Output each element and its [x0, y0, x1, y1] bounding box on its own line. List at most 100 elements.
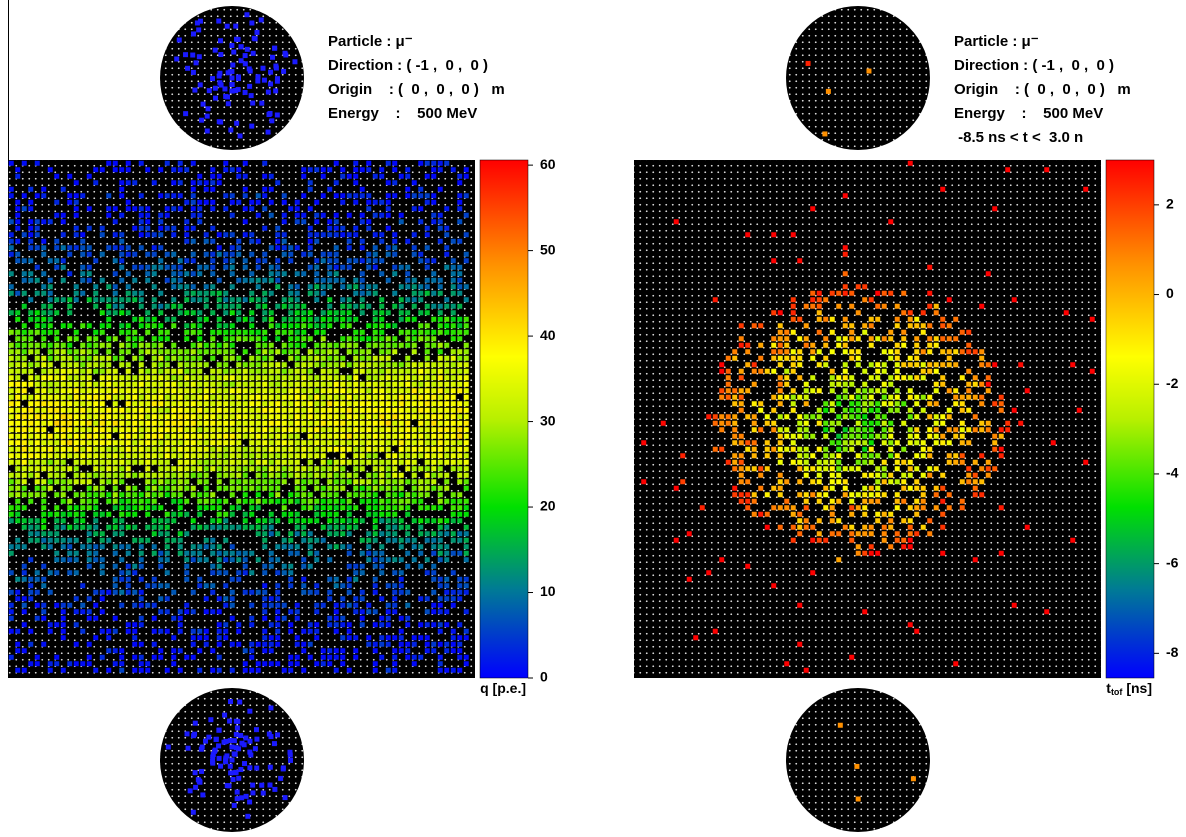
- pmt-hit: [28, 453, 34, 459]
- pmt-hit: [431, 303, 437, 309]
- pmt-hit: [80, 518, 86, 524]
- pmt-hit: [398, 635, 404, 641]
- pmt-hit: [875, 414, 881, 420]
- pmt-hit: [920, 375, 926, 381]
- pmt-hit: [54, 310, 60, 316]
- pmt-hit: [177, 609, 183, 615]
- pmt-hit: [418, 160, 424, 166]
- pmt-hit: [758, 466, 764, 472]
- pmt-hit: [849, 466, 855, 472]
- pmt-hit: [777, 401, 783, 407]
- pmt-hit: [392, 271, 398, 277]
- pmt-hit: [80, 290, 86, 296]
- pmt-hit: [907, 316, 913, 322]
- pmt-hit: [333, 355, 339, 361]
- pmt-hit: [810, 414, 816, 420]
- pmt-hit: [333, 466, 339, 472]
- pmt-hit: [288, 427, 294, 433]
- pmt-hit: [54, 505, 60, 511]
- pmt-hit: [275, 544, 281, 550]
- pmt-hit: [327, 544, 333, 550]
- pmt-hit: [106, 472, 112, 478]
- pmt-hit: [366, 284, 372, 290]
- pmt-hit: [732, 394, 738, 400]
- pmt-hit: [199, 768, 205, 774]
- pmt-hit: [164, 394, 170, 400]
- pmt-hit: [790, 511, 796, 517]
- pmt-hit: [190, 258, 196, 264]
- pmt-hit: [203, 342, 209, 348]
- pmt-hit: [379, 355, 385, 361]
- pmt-hit: [99, 362, 105, 368]
- pmt-hit: [125, 245, 131, 251]
- pmt-hit: [86, 661, 92, 667]
- pmt-hit: [138, 661, 144, 667]
- pmt-hit: [463, 583, 469, 589]
- pmt-hit: [411, 245, 417, 251]
- pmt-hit: [132, 537, 138, 543]
- pmt-hit: [379, 336, 385, 342]
- pmt-hit: [249, 466, 255, 472]
- pmt-hit: [463, 511, 469, 517]
- pmt-hit: [424, 570, 430, 576]
- pmt-hit: [444, 303, 450, 309]
- pmt-hit: [1083, 186, 1089, 192]
- pmt-hit: [346, 628, 352, 634]
- pmt-hit: [28, 472, 34, 478]
- pmt-hit: [67, 401, 73, 407]
- pmt-hit: [8, 251, 14, 257]
- pmt-hit: [457, 375, 463, 381]
- pmt-hit: [894, 498, 900, 504]
- pmt-hit: [112, 297, 118, 303]
- pmt-hit: [398, 453, 404, 459]
- pmt-hit: [164, 596, 170, 602]
- pmt-hit: [301, 394, 307, 400]
- pmt-hit: [171, 511, 177, 517]
- pmt-hit: [797, 524, 803, 530]
- pmt-hit: [719, 446, 725, 452]
- pmt-hit: [210, 225, 216, 231]
- pmt-hit: [405, 440, 411, 446]
- pmt-hit: [437, 537, 443, 543]
- pmt-hit: [398, 388, 404, 394]
- pmt-hit: [197, 271, 203, 277]
- pmt-hit: [405, 264, 411, 270]
- pmt-hit: [805, 60, 811, 66]
- pmt-hit: [164, 550, 170, 556]
- pmt-hit: [151, 245, 157, 251]
- pmt-hit: [15, 492, 21, 498]
- pmt-hit: [106, 537, 112, 543]
- pmt-hit: [171, 264, 177, 270]
- pmt-hit: [138, 576, 144, 582]
- pmt-hit: [138, 407, 144, 413]
- pmt-hit: [372, 232, 378, 238]
- pmt-hit: [223, 453, 229, 459]
- pmt-hit: [132, 427, 138, 433]
- pmt-hit: [54, 212, 60, 218]
- pmt-hit: [340, 459, 346, 465]
- pmt-hit: [164, 420, 170, 426]
- pmt-hit: [249, 511, 255, 517]
- pmt-hit: [67, 251, 73, 257]
- pmt-hit: [80, 661, 86, 667]
- pmt-hit: [340, 303, 346, 309]
- pmt-hit: [288, 394, 294, 400]
- pmt-hit: [894, 394, 900, 400]
- pmt-hit: [80, 583, 86, 589]
- pmt-hit: [385, 492, 391, 498]
- pmt-hit: [816, 472, 822, 478]
- pmt-hit: [372, 446, 378, 452]
- pmt-hit: [732, 355, 738, 361]
- pmt-hit: [320, 381, 326, 387]
- pmt-hit: [15, 238, 21, 244]
- pmt-hit: [119, 498, 125, 504]
- pmt-hit: [946, 388, 952, 394]
- pmt-hit: [164, 362, 170, 368]
- pmt-hit: [262, 583, 268, 589]
- pmt-hit: [437, 667, 443, 673]
- pmt-hit: [54, 492, 60, 498]
- pmt-hit: [327, 492, 333, 498]
- pmt-hit: [229, 342, 235, 348]
- pmt-hit: [247, 738, 253, 744]
- pmt-hit: [184, 232, 190, 238]
